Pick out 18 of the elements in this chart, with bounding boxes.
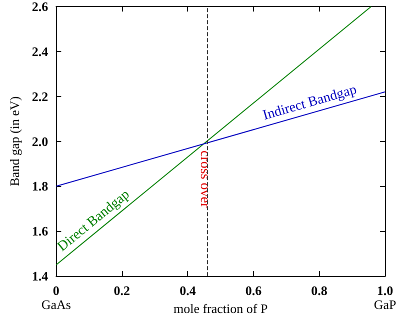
y-axis-title: Band gap (in eV)	[7, 96, 22, 186]
x-tick-label: 0.6	[245, 283, 262, 298]
text: Indirect Bandgap	[261, 82, 358, 124]
y-tick-label: 1.4	[32, 268, 49, 284]
x-tick-label: 0.8	[311, 283, 328, 298]
y-tick-label: 2.0	[32, 134, 48, 149]
x-tick-label: 0.4	[180, 283, 196, 298]
x-tick-label: 1.0	[376, 283, 394, 298]
x-tick-label: 0	[52, 283, 60, 298]
y-tick-label: 1.8	[32, 178, 49, 194]
y-tick-label: 2.4	[32, 44, 49, 59]
y-tick-label: 2.2	[32, 88, 48, 104]
y-tick-label: 1.6	[32, 224, 49, 239]
x-axis-title: mole fraction of P	[173, 301, 268, 316]
x-tick-label: 0.2	[114, 283, 130, 298]
y-tick-label: 2.6	[32, 0, 49, 14]
text: GaP	[374, 297, 396, 312]
text: GaAs	[41, 297, 71, 312]
